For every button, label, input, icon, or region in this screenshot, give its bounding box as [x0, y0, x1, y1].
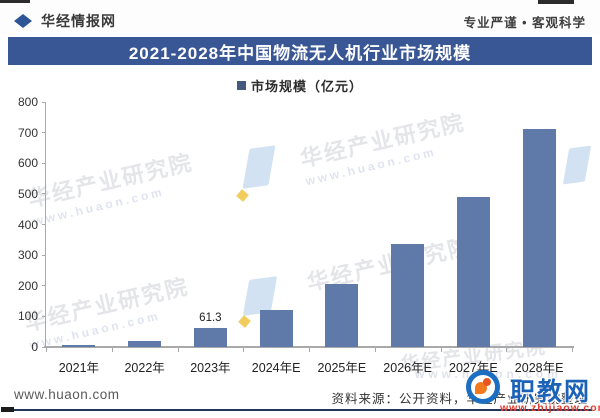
x-tick: [572, 348, 573, 352]
x-tick: [440, 348, 442, 352]
x-tick: [309, 348, 310, 352]
watermark-text: 华经产业研究院 www.huaon.com: [21, 273, 192, 353]
chart-title: 2021-2028年中国物流无人机行业市场规模: [8, 37, 592, 65]
huaon-logo-icon: [14, 13, 34, 29]
y-tick-label: 300: [17, 248, 38, 263]
y-tick-label: 800: [17, 95, 38, 109]
y-tick-label: 100: [17, 309, 38, 324]
y-tick-label: 200: [17, 278, 38, 293]
watermark-text: 华经产业研究院 www.huaon.com: [297, 109, 468, 189]
x-tick-label: 2026年E: [383, 361, 432, 375]
bar-slot: [243, 310, 309, 347]
bar-2026年E: [391, 244, 425, 347]
y-tick-label: 400: [17, 217, 38, 232]
x-tick: [374, 348, 376, 352]
watermark-text: 华经产业研究院 www.huaon.com: [25, 149, 196, 229]
brand-name: 华经情报网: [41, 13, 116, 29]
bar-slot: [309, 284, 375, 347]
header: 华经情报网 专业严谨 • 客观科学: [0, 7, 600, 35]
top-strip-right-mark: [538, 0, 574, 4]
y-tick-label: 600: [17, 156, 38, 171]
x-tick-label: 2021年: [58, 361, 100, 375]
data-label-2023年: 61.3: [199, 312, 222, 324]
x-tick-label: 2028年E: [514, 361, 564, 375]
brand: 华经情报网: [14, 11, 116, 31]
bar-2025年E: [325, 284, 359, 347]
y-tick: [42, 315, 46, 317]
bar-2027年E: [456, 197, 490, 347]
footer-source-note: 资料来源：公开资料，华经产业研究院整理: [331, 392, 588, 406]
y-tick: [42, 285, 46, 287]
bar-2022年: [128, 341, 162, 347]
footer-site-url: www.huaon.com: [14, 387, 120, 402]
header-slogan: 专业严谨 • 客观科学: [463, 15, 586, 30]
bar-2024年E: [259, 310, 293, 347]
x-axis: [44, 346, 574, 348]
bar-slot: [441, 197, 507, 347]
bar-slot: [178, 328, 244, 347]
top-strip-left-mark: [0, 0, 30, 3]
watermark-diamond: [236, 189, 249, 202]
x-tick: [111, 348, 113, 352]
y-tick: [42, 254, 46, 256]
y-axis: [45, 102, 46, 348]
footer-divider: [8, 409, 592, 411]
x-tick: [177, 348, 179, 352]
x-tick: [506, 348, 508, 352]
bar-slot: [375, 244, 441, 347]
y-tick: [42, 132, 46, 134]
bar-2023年: [193, 328, 227, 347]
y-tick-label: 700: [17, 125, 38, 140]
y-tick: [42, 193, 46, 195]
y-tick: [42, 162, 46, 164]
x-tick-label: 2022年: [124, 361, 165, 375]
x-tick-label: 2025年E: [317, 361, 367, 375]
y-tick: [42, 346, 46, 348]
footer-divider-cap: [1, 407, 14, 412]
watermark-shape: [242, 145, 276, 189]
chart-legend: 市场规模（亿元）: [0, 76, 600, 95]
x-tick-label: 2023年: [190, 361, 231, 375]
bar-chart: 华经产业研究院 www.huaon.com 华经产业研究院 www.huaon.…: [0, 95, 600, 385]
bar-2028年E: [522, 129, 556, 347]
x-tick-label: 2024年E: [251, 361, 301, 375]
top-strip: [0, 0, 600, 7]
y-tick-label: 500: [17, 186, 38, 201]
x-tick-label: 2027年E: [449, 361, 498, 375]
legend-label: 市场规模（亿元）: [250, 79, 363, 94]
bar-slot: [506, 129, 572, 347]
x-tick: [243, 348, 245, 352]
y-tick: [42, 101, 46, 103]
bar-slot: [112, 341, 178, 347]
legend-swatch-icon: [236, 81, 246, 90]
x-tick: [46, 348, 47, 352]
bar-slot: [46, 345, 112, 347]
y-tick: [42, 224, 46, 225]
bar-2021年: [62, 345, 96, 347]
y-tick-label: 0: [31, 340, 38, 354]
